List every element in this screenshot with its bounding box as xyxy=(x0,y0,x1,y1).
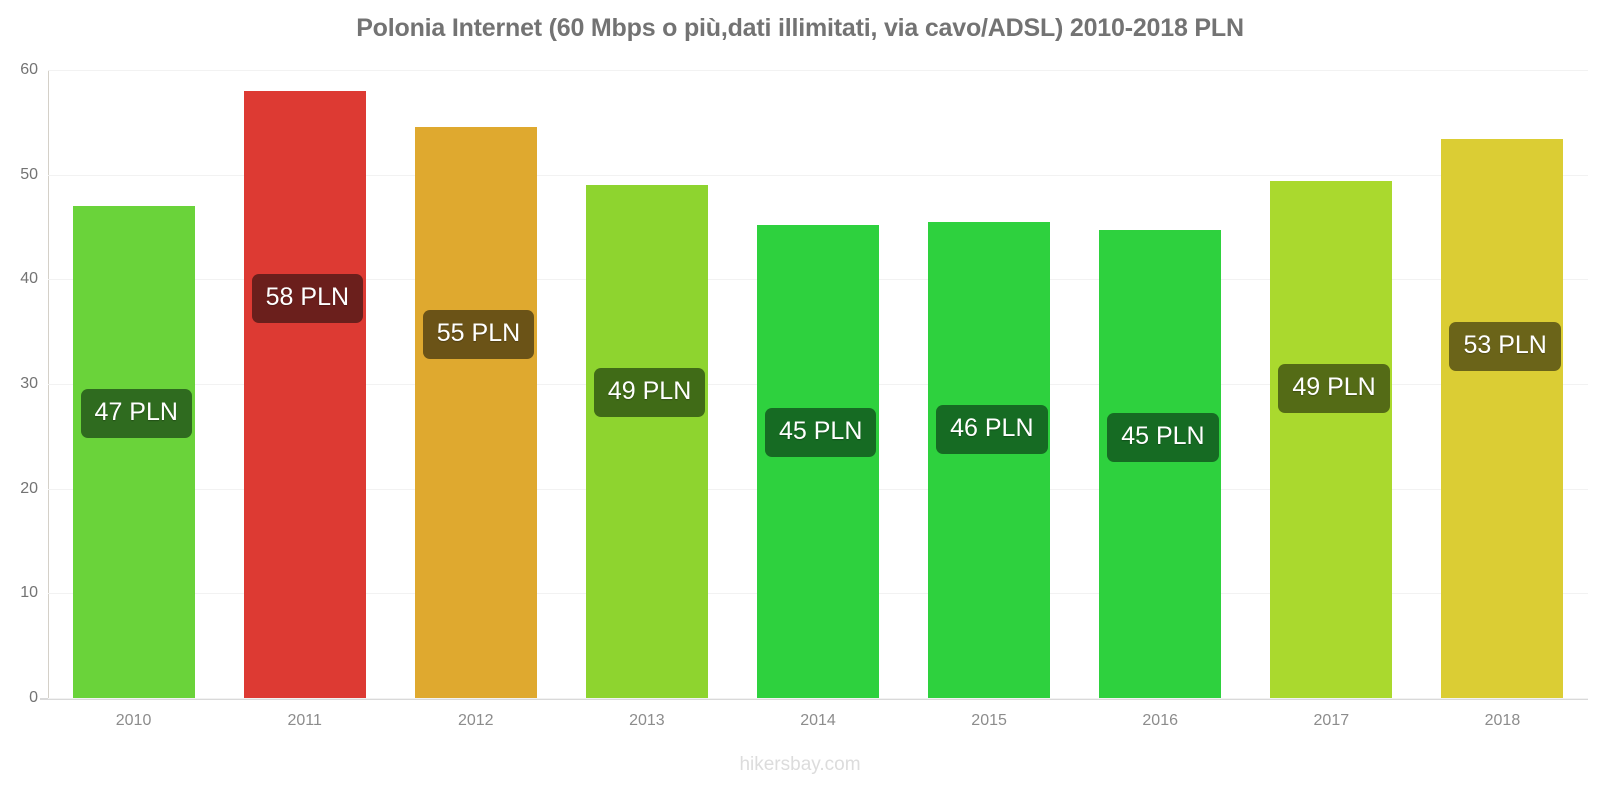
y-axis-tick-label: 40 xyxy=(20,270,38,288)
bar-2018[interactable] xyxy=(1441,139,1564,698)
page-title: Polonia Internet (60 Mbps o più,dati ill… xyxy=(356,14,1244,42)
x-axis-tick-label: 2010 xyxy=(115,712,152,729)
data-label-2014: 45 PLN xyxy=(765,408,877,458)
bar-2015[interactable] xyxy=(928,221,1051,698)
y-axis-tick-label: 60 xyxy=(20,61,38,78)
data-label-2013: 49 PLN xyxy=(593,368,706,418)
data-label-2016: 45 PLN xyxy=(1107,413,1219,463)
y-axis-tick-label: 30 xyxy=(20,375,38,392)
x-axis-line xyxy=(40,698,1588,700)
y-axis-tick-label: 20 xyxy=(20,479,38,497)
y-axis-tick-label: 50 xyxy=(20,165,38,183)
y-axis-tick-label: 10 xyxy=(20,584,38,602)
x-axis-tick-label: 2018 xyxy=(1484,712,1521,729)
data-label-2010: 47 PLN xyxy=(80,389,192,439)
bar-2010[interactable] xyxy=(72,206,195,698)
x-axis-tick-label: 2012 xyxy=(457,712,494,729)
bar-2013[interactable] xyxy=(585,185,708,698)
x-axis-tick-label: 2011 xyxy=(287,712,322,729)
data-label-2018: 53 PLN xyxy=(1449,322,1561,372)
data-label-2012: 55 PLN xyxy=(422,309,535,359)
x-axis-tick-label: 2013 xyxy=(629,712,665,729)
data-label-2017: 49 PLN xyxy=(1278,364,1390,414)
gridline xyxy=(48,174,1588,176)
data-label-2011: 58 PLN xyxy=(251,274,364,324)
x-axis-tick-label: 2015 xyxy=(971,712,1007,729)
source-watermark: hikersbay.com xyxy=(739,754,861,775)
y-axis-tick-label: 0 xyxy=(29,689,38,706)
plot-area xyxy=(48,70,1588,699)
bar-2014[interactable] xyxy=(757,224,879,698)
bar-2016[interactable] xyxy=(1099,230,1222,698)
bar-2011[interactable] xyxy=(243,90,366,698)
x-axis-tick-label: 2016 xyxy=(1142,712,1178,729)
gridline xyxy=(48,698,1588,699)
gridline xyxy=(48,70,1588,71)
bar-2012[interactable] xyxy=(414,126,537,698)
x-axis-tick-label: 2017 xyxy=(1313,712,1350,729)
bar-2017[interactable] xyxy=(1270,180,1393,698)
x-axis-tick-label: 2014 xyxy=(800,712,836,729)
data-label-2015: 46 PLN xyxy=(936,404,1048,454)
